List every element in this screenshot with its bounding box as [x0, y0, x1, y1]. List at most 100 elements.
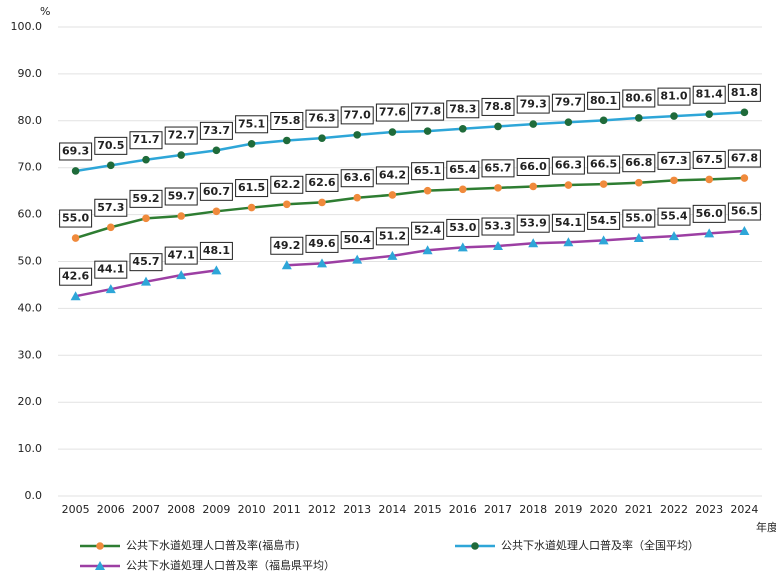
- value-label: 66.0: [520, 160, 547, 173]
- label-box: [199, 241, 233, 260]
- label-box: [587, 211, 621, 230]
- marker: [283, 136, 291, 145]
- label-box: [305, 173, 339, 192]
- x-tick-label: 2024: [730, 503, 758, 516]
- marker: [107, 161, 115, 170]
- value-label: 59.7: [168, 190, 195, 203]
- label-box: [164, 246, 198, 265]
- y-tick-label: 70.0: [18, 161, 43, 174]
- marker: [740, 108, 749, 117]
- value-label: 61.5: [238, 181, 265, 194]
- value-label: 47.1: [168, 249, 195, 262]
- marker: [704, 228, 715, 238]
- marker: [283, 200, 291, 209]
- series-line: [75, 111, 745, 173]
- label-box: [129, 253, 163, 272]
- value-label: 79.7: [555, 96, 582, 109]
- value-label: 71.7: [132, 133, 159, 146]
- x-tick-label: 2020: [590, 503, 618, 516]
- value-label: 72.7: [168, 129, 195, 142]
- marker: [564, 118, 573, 127]
- value-label: 78.3: [449, 102, 476, 115]
- y-tick-label: 30.0: [18, 348, 43, 361]
- label-box: [551, 93, 585, 112]
- label-box: [235, 179, 269, 198]
- marker: [564, 181, 573, 189]
- marker: [422, 245, 433, 255]
- x-tick-label: 2010: [238, 503, 266, 516]
- value-label: 49.6: [308, 237, 335, 250]
- x-tick-label: 2019: [554, 503, 582, 516]
- label-box: [305, 234, 339, 253]
- marker: [281, 260, 292, 270]
- value-label: 79.3: [520, 98, 547, 111]
- value-label: 70.5: [97, 139, 124, 152]
- marker: [529, 120, 537, 128]
- marker: [563, 237, 574, 247]
- marker: [212, 146, 221, 155]
- marker: [423, 186, 432, 195]
- value-label: 73.7: [203, 124, 230, 137]
- label-box: [411, 221, 445, 240]
- marker: [528, 238, 539, 248]
- marker: [635, 178, 643, 187]
- legend-label: 公共下水道処理人口普及率（全国平均）: [501, 538, 699, 552]
- value-label: 80.1: [590, 94, 617, 107]
- x-tick-label: 2016: [449, 503, 477, 516]
- label-box: [516, 214, 550, 233]
- value-label: 64.2: [379, 168, 406, 181]
- label-box: [727, 202, 761, 221]
- label-box: [587, 91, 621, 110]
- x-tick-label: 2011: [273, 503, 301, 516]
- label-box: [129, 189, 163, 208]
- value-label: 48.1: [203, 244, 230, 257]
- label-box: [199, 182, 233, 201]
- legend-label: 公共下水道処理人口普及率(福島市): [126, 538, 300, 552]
- x-tick-label: 2017: [484, 503, 512, 516]
- marker: [212, 207, 221, 216]
- value-label: 51.2: [379, 229, 406, 242]
- label-box: [375, 166, 409, 185]
- y-tick-label: 100.0: [11, 20, 43, 33]
- x-tick-label: 2005: [62, 503, 90, 516]
- value-label: 65.1: [414, 164, 441, 177]
- x-tick-label: 2012: [308, 503, 336, 516]
- value-label: 62.6: [308, 176, 335, 189]
- value-label: 49.2: [273, 239, 300, 252]
- marker: [71, 234, 80, 242]
- value-label: 57.3: [97, 201, 124, 214]
- marker: [633, 233, 644, 243]
- value-label: 54.1: [555, 216, 582, 229]
- label-box: [551, 213, 585, 232]
- value-label: 77.8: [414, 105, 441, 118]
- label-box: [551, 156, 585, 175]
- label-box: [446, 160, 480, 179]
- marker: [387, 250, 398, 260]
- label-box: [270, 111, 304, 130]
- label-box: [375, 103, 409, 122]
- marker: [705, 110, 713, 119]
- x-tick-label: 2008: [167, 503, 195, 516]
- value-label: 54.5: [590, 214, 617, 227]
- marker: [247, 203, 256, 212]
- value-label: 53.9: [520, 217, 547, 230]
- label-box: [59, 267, 93, 286]
- y-unit: %: [40, 5, 50, 18]
- marker: [107, 223, 115, 232]
- value-label: 55.4: [660, 210, 687, 223]
- value-label: 75.8: [273, 114, 300, 127]
- marker: [142, 214, 150, 223]
- label-box: [59, 142, 93, 161]
- value-label: 77.0: [344, 108, 371, 121]
- marker: [669, 231, 679, 241]
- label-box: [411, 162, 445, 181]
- marker: [599, 180, 608, 188]
- label-box: [340, 169, 374, 188]
- value-label: 50.4: [344, 233, 371, 246]
- marker: [459, 185, 467, 194]
- y-tick-label: 10.0: [18, 442, 43, 455]
- marker: [599, 116, 608, 125]
- marker: [635, 114, 643, 122]
- label-box: [129, 131, 163, 150]
- label-box: [94, 198, 128, 217]
